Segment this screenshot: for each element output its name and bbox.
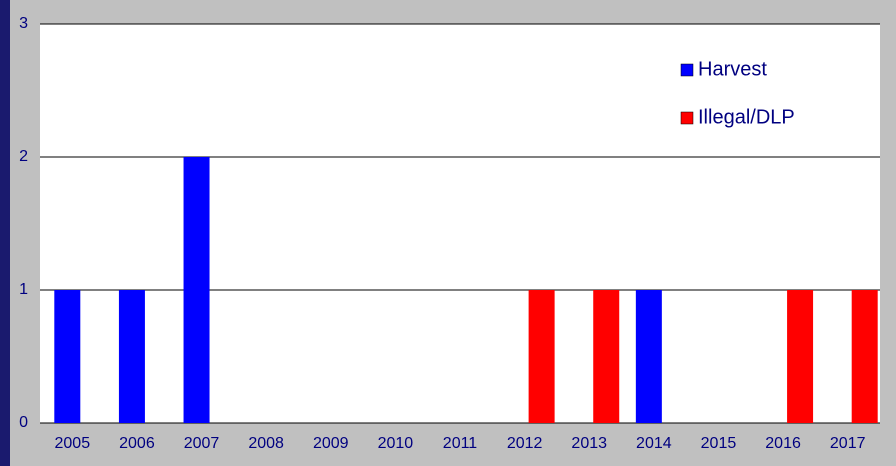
y-tick-label: 2 <box>19 148 28 165</box>
plot-area <box>40 24 880 423</box>
bar <box>118 290 145 423</box>
legend-swatch <box>680 63 694 77</box>
x-tick-label: 2013 <box>571 435 607 452</box>
legend-label: Harvest <box>698 58 767 80</box>
legend-swatch <box>680 111 694 125</box>
x-tick-label: 2016 <box>765 435 801 452</box>
x-tick-label: 2008 <box>248 435 284 452</box>
bar <box>851 290 878 423</box>
x-tick-label: 2015 <box>701 435 737 452</box>
bar <box>635 290 662 423</box>
bar <box>528 290 555 423</box>
x-tick-label: 2011 <box>443 435 478 452</box>
x-tick-label: 2010 <box>378 435 414 452</box>
legend-label: Illegal/DLP <box>698 106 795 128</box>
x-tick-label: 2014 <box>636 435 672 452</box>
x-tick-label: 2005 <box>55 435 91 452</box>
y-tick-label: 0 <box>19 414 28 431</box>
y-tick-label: 1 <box>19 281 28 298</box>
x-tick-label: 2006 <box>119 435 155 452</box>
bar <box>54 290 81 423</box>
x-tick-label: 2017 <box>830 435 866 452</box>
bar <box>593 290 620 423</box>
y-tick-label: 3 <box>19 15 28 32</box>
x-tick-label: 2007 <box>184 435 220 452</box>
x-tick-label: 2012 <box>507 435 543 452</box>
bar <box>787 290 814 423</box>
x-tick-label: 2009 <box>313 435 349 452</box>
left-border <box>0 0 10 466</box>
bar <box>183 157 210 423</box>
